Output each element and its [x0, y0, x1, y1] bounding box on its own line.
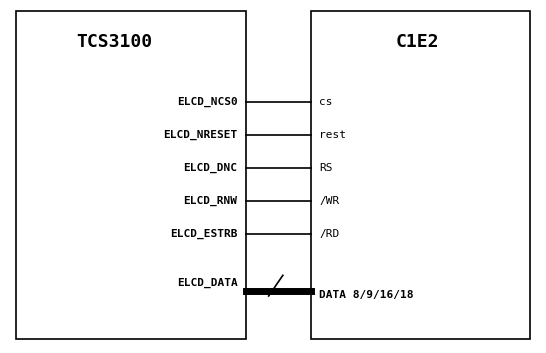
Text: ELCD_NCS0: ELCD_NCS0	[177, 97, 238, 107]
Text: /RD: /RD	[319, 229, 340, 239]
Text: DATA 8/9/16/18: DATA 8/9/16/18	[319, 290, 414, 300]
Text: ELCD_DATA: ELCD_DATA	[177, 277, 238, 287]
Bar	[16, 11, 246, 339]
Text: C1E2: C1E2	[396, 34, 440, 51]
Text: TCS3100: TCS3100	[76, 34, 152, 51]
Text: /WR: /WR	[319, 196, 340, 206]
Bar	[311, 11, 530, 339]
Text: ELCD_NRESET: ELCD_NRESET	[163, 130, 238, 140]
Text: ELCD_DNC: ELCD_DNC	[183, 163, 238, 173]
Text: rest: rest	[319, 130, 346, 140]
Text: cs: cs	[319, 97, 333, 107]
Text: ELCD_ESTRB: ELCD_ESTRB	[170, 229, 238, 239]
Text: RS: RS	[319, 163, 333, 173]
Text: ELCD_RNW: ELCD_RNW	[183, 196, 238, 206]
